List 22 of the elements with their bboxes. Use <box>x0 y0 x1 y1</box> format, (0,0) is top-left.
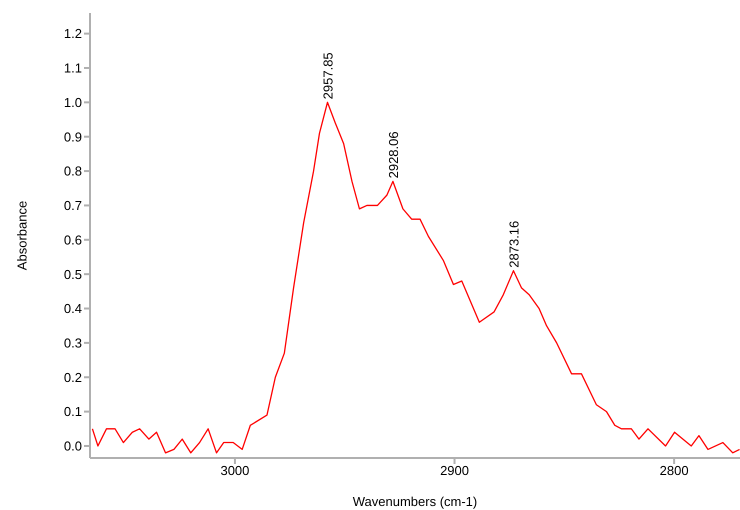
annotation: 2957.85 <box>320 52 336 100</box>
y-tick-label: 0.6 <box>64 232 82 248</box>
y-tick-label: 0.1 <box>64 404 82 420</box>
y-tick-label: 0.0 <box>64 438 82 454</box>
y-tick-label: 0.9 <box>64 129 82 144</box>
y-tick-label: 0.7 <box>64 198 82 214</box>
y-tick-label: 1.0 <box>64 94 82 110</box>
line-series <box>92 102 740 454</box>
y-tick-label: 1.1 <box>64 60 82 76</box>
y-tick-label: 0.2 <box>64 370 82 385</box>
y-tick-label: 0.3 <box>64 336 82 350</box>
y-tick-label: 1.2 <box>64 26 82 42</box>
y-tick-label: 0.5 <box>64 266 82 282</box>
x-tick-label: 2800 <box>660 463 689 478</box>
y-tick-label: 0.8 <box>64 164 82 179</box>
annotation: 2873.16 <box>506 220 522 268</box>
x-axis-title: Wavenumbers (cm-1) <box>352 494 478 509</box>
x-tick-label: 3000 <box>220 463 250 478</box>
y-tick-label: 0.4 <box>64 301 82 316</box>
y-axis-title: Absorbance <box>14 200 30 270</box>
x-tick-label: 2900 <box>440 463 469 478</box>
annotation: 2928.06 <box>386 131 401 178</box>
